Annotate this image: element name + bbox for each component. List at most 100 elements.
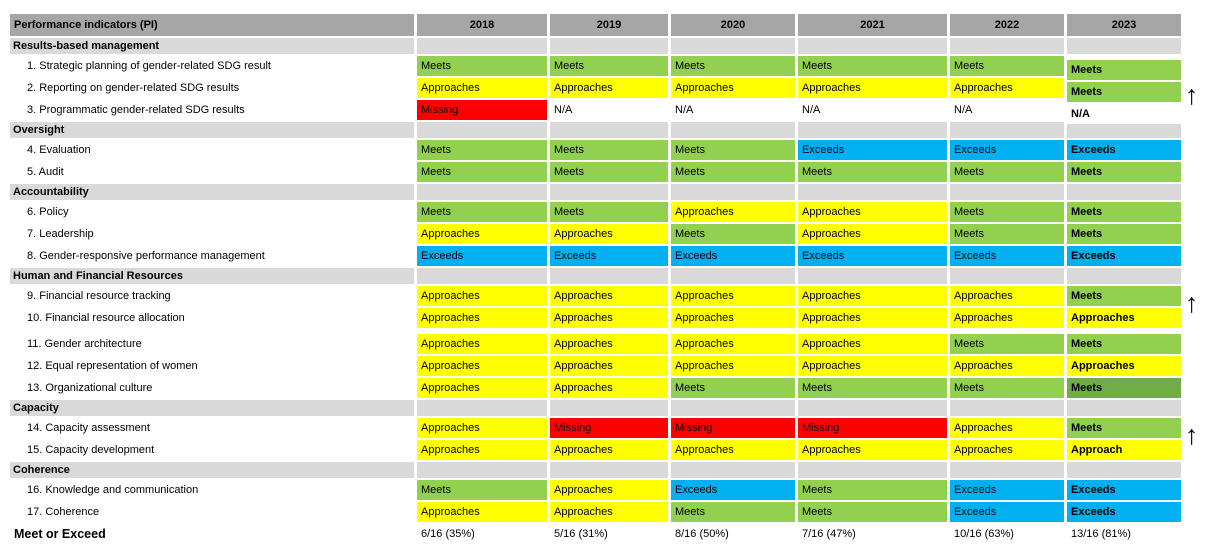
status-cell: Meets xyxy=(671,224,795,244)
status-cell: Exceeds xyxy=(950,246,1064,266)
indicator-label: 10. Financial resource allocation xyxy=(10,308,414,328)
section-title: Capacity xyxy=(10,400,414,416)
status-cell: Approaches xyxy=(950,440,1064,460)
status-cell: Missing xyxy=(671,418,795,438)
indicator-row: 6. Policy Meets Meets Approaches Approaches M… xyxy=(10,202,1204,222)
indicator-row: 3. Programmatic gender-related SDG resul… xyxy=(10,100,1204,124)
section-band-cell xyxy=(550,462,668,478)
status-cell: Meets xyxy=(417,140,547,160)
section-band-cell xyxy=(1067,462,1181,478)
status-cell: Approaches xyxy=(950,78,1064,98)
indicator-label: 2. Reporting on gender-related SDG resul… xyxy=(10,78,414,98)
header-arrow-slot xyxy=(1184,14,1204,36)
section-band-cell xyxy=(417,184,547,200)
indicator-label: 4. Evaluation xyxy=(10,140,414,160)
row-arrow-slot xyxy=(1184,162,1204,182)
status-cell: Approaches xyxy=(798,202,947,222)
status-cell: Meets xyxy=(950,202,1064,222)
year-header-2022: 2022 xyxy=(950,14,1064,36)
section-band-cell xyxy=(798,122,947,138)
performance-indicator-table: Performance indicators (PI) 2018 2019 2020 2… xyxy=(10,14,1204,544)
section-band-cell xyxy=(550,400,668,416)
status-cell: N/A xyxy=(798,100,947,120)
indicator-label: 15. Capacity development xyxy=(10,440,414,460)
section-band: Capacity xyxy=(10,400,1204,416)
row-arrow-slot xyxy=(1184,378,1204,398)
status-cell: Meets xyxy=(671,378,795,398)
indicator-label: 11. Gender architecture xyxy=(10,334,414,354)
status-cell: Meets xyxy=(1067,162,1181,182)
section-band: Results-based management xyxy=(10,38,1204,54)
status-cell: Meets xyxy=(950,334,1064,354)
status-cell: Approaches xyxy=(417,78,547,98)
status-cell: Exceeds xyxy=(1067,140,1181,160)
indicator-row: 1. Strategic planning of gender-related … xyxy=(10,56,1204,80)
status-cell: Exceeds xyxy=(950,140,1064,160)
status-cell: N/A xyxy=(950,100,1064,120)
section-title: Accountability xyxy=(10,184,414,200)
section-band-cell xyxy=(1067,400,1181,416)
section-band-cell xyxy=(671,122,795,138)
status-cell: Meets xyxy=(1067,334,1181,354)
status-cell: Meets xyxy=(671,56,795,76)
row-arrow-slot xyxy=(1184,56,1204,76)
section-title: Coherence xyxy=(10,462,414,478)
section-band-cell xyxy=(550,122,668,138)
indicator-row: 9. Financial resource tracking Approaches… xyxy=(10,286,1204,318)
status-cell: Approaches xyxy=(550,440,668,460)
section-band: Oversight xyxy=(10,122,1204,138)
section-title: Results-based management xyxy=(10,38,414,54)
year-header-2018: 2018 xyxy=(417,14,547,36)
indicator-label: 1. Strategic planning of gender-related … xyxy=(10,56,414,76)
section-band: Human and Financial Resources xyxy=(10,268,1204,284)
year-header-2020: 2020 xyxy=(671,14,795,36)
status-cell: N/A xyxy=(550,100,668,120)
section-band-cell xyxy=(671,38,795,54)
status-cell: Meets xyxy=(950,56,1064,76)
status-cell: Meets xyxy=(1067,418,1181,438)
status-cell: Exceeds xyxy=(798,246,947,266)
indicator-row: 13. Organizational culture Approaches Appr… xyxy=(10,378,1204,398)
indicator-row: 2. Reporting on gender-related SDG resul… xyxy=(10,78,1204,110)
status-cell: Meets xyxy=(550,56,668,76)
section-band-cell xyxy=(417,122,547,138)
improvement-up-arrow-icon: ↑ xyxy=(1185,80,1199,110)
indicator-label: 13. Organizational culture xyxy=(10,378,414,398)
status-cell: Approaches xyxy=(671,78,795,98)
status-cell: Approaches xyxy=(550,356,668,376)
status-cell: Approaches xyxy=(671,440,795,460)
section-band-cell xyxy=(798,184,947,200)
row-arrow-slot xyxy=(1184,140,1204,160)
row-arrow-slot xyxy=(1184,356,1204,376)
status-cell: Exceeds xyxy=(950,480,1064,500)
indicator-row: 4. Evaluation Meets Meets Meets Exceeds Excee… xyxy=(10,140,1204,160)
summary-value: 8/16 (50%) xyxy=(671,524,795,544)
indicator-row: 12. Equal representation of women Approac… xyxy=(10,356,1204,376)
status-cell: Meets xyxy=(1067,202,1181,222)
summary-value: 10/16 (63%) xyxy=(950,524,1064,544)
status-cell: Approaches xyxy=(950,286,1064,306)
status-cell: Exceeds xyxy=(1067,246,1181,266)
status-cell: Missing xyxy=(798,418,947,438)
row-arrow-slot xyxy=(1184,202,1204,222)
section-band-cell xyxy=(671,268,795,284)
section-band-cell xyxy=(417,462,547,478)
status-cell: Exceeds xyxy=(1067,502,1181,522)
indicator-row: 16. Knowledge and communication Meets Appr… xyxy=(10,480,1204,500)
section-band-cell xyxy=(550,38,668,54)
indicator-label: 3. Programmatic gender-related SDG resul… xyxy=(10,100,414,120)
status-cell: Meets xyxy=(671,162,795,182)
summary-value: 13/16 (81%) xyxy=(1067,524,1181,544)
status-cell: Approaches xyxy=(950,356,1064,376)
section-band-cell xyxy=(671,462,795,478)
table-header-row: Performance indicators (PI) 2018 2019 2020 2… xyxy=(10,14,1204,36)
status-cell: Meets xyxy=(798,480,947,500)
summary-value: 6/16 (35%) xyxy=(417,524,547,544)
status-cell: Approaches xyxy=(417,286,547,306)
status-cell: Approaches xyxy=(798,78,947,98)
section-arrow-slot xyxy=(1184,122,1204,138)
status-cell: Exceeds xyxy=(550,246,668,266)
status-cell: Approaches xyxy=(417,334,547,354)
status-cell: Approaches xyxy=(417,502,547,522)
section-band-cell xyxy=(798,38,947,54)
